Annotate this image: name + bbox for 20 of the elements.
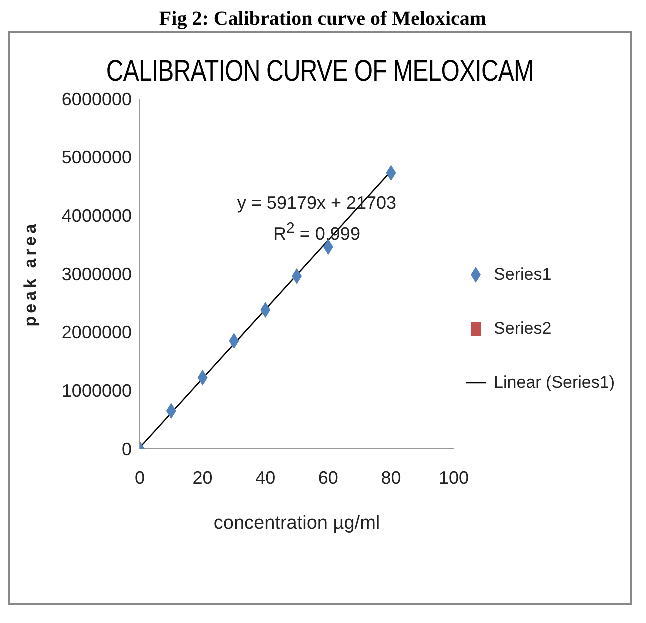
y-tick-label: 3000000	[62, 264, 132, 284]
y-tick-label: 5000000	[62, 148, 132, 168]
x-tick-label: 80	[381, 468, 402, 488]
y-tick-label: 2000000	[62, 322, 132, 343]
x-tick-label: 0	[134, 468, 146, 488]
chart-title: CALIBRATION CURVE OF MELOXICAM	[105, 55, 535, 89]
caption: Fig 2: Calibration curve of Meloxicam	[158, 8, 488, 31]
x-tick-label: 20	[192, 468, 213, 488]
x-tick-label: 60	[318, 468, 338, 488]
x-tick-label: 40	[256, 468, 276, 488]
y-tick-label: 4000000	[62, 206, 132, 226]
y-tick-label: 0	[122, 439, 132, 460]
y-tick-label: 6000000	[62, 89, 132, 110]
legend-label: Series2	[494, 319, 552, 339]
x-tick-label: 100	[439, 468, 470, 488]
legend-label: Linear (Series1)	[494, 373, 615, 393]
y-axis-title: peak area	[21, 221, 40, 327]
x-axis-title: concentration µg/ml	[214, 513, 380, 534]
y-tick-label: 1000000	[62, 381, 132, 402]
legend-label: Series1	[494, 265, 552, 285]
